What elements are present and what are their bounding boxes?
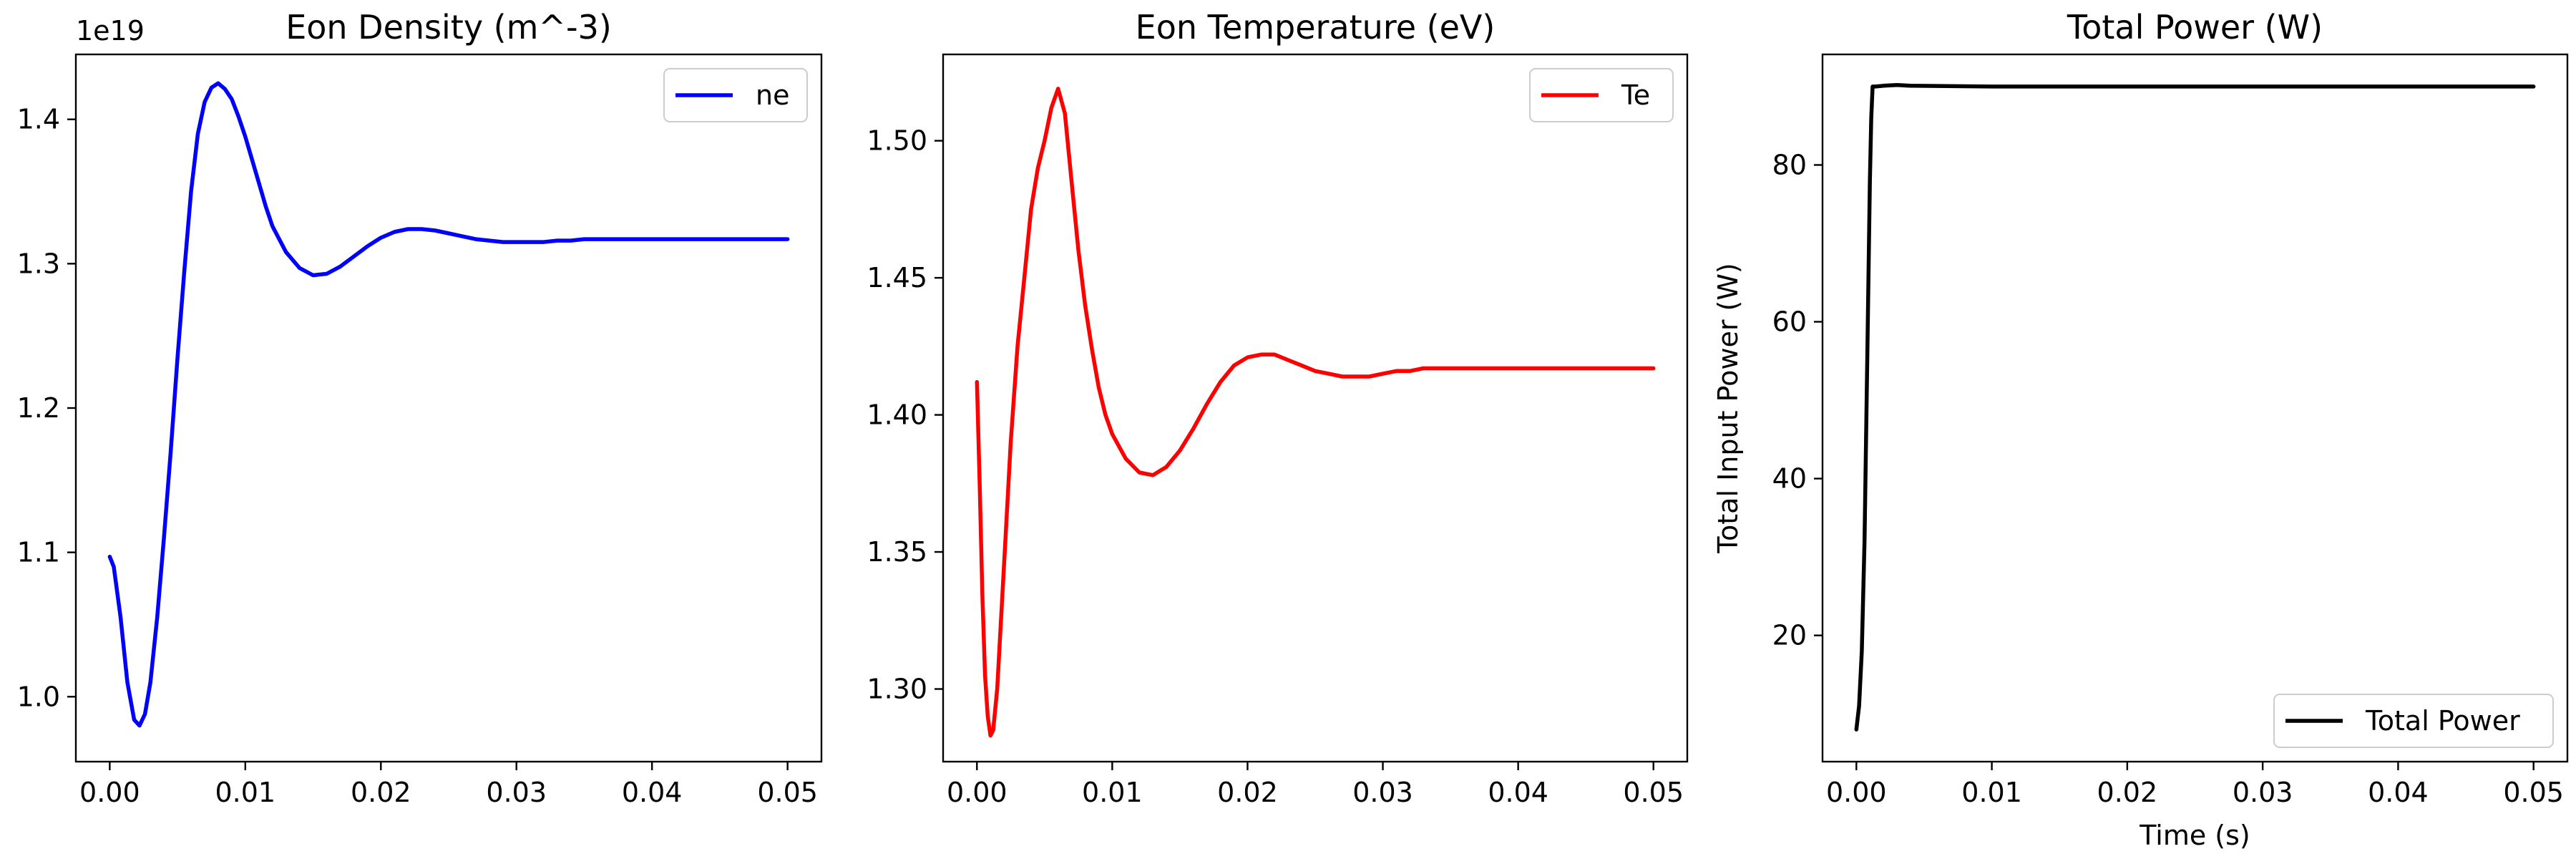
legend: Total Power: [2273, 694, 2554, 748]
series-line: [1854, 82, 2536, 732]
legend: Te: [1529, 68, 1674, 122]
x-tick-label: 0.03: [1352, 777, 1413, 808]
x-tick-label: 0.05: [2503, 777, 2564, 808]
legend-box: [663, 68, 808, 122]
x-tick-label: 0.00: [1826, 777, 1887, 808]
x-tick-label: 0.05: [1623, 777, 1684, 808]
y-tick-label: 1.45: [867, 262, 927, 293]
y-axis-label: Total Input Power (W): [1712, 263, 1744, 554]
y-tick-label: 40: [1772, 463, 1807, 495]
x-tick-label: 0.00: [947, 777, 1008, 808]
series-line: [107, 81, 790, 728]
y-tick-label: 20: [1772, 620, 1807, 651]
x-tick-label: 0.02: [1217, 777, 1278, 808]
temperature-panel: Eon Temperature (eV) Te 0.00 0.01 0.02 0.03…: [867, 8, 1689, 808]
plot-frame: [1821, 53, 2569, 763]
y-tick-label: 1.2: [17, 392, 60, 424]
legend-box: [2273, 694, 2554, 748]
x-tick-label: 0.04: [1488, 777, 1548, 808]
x-tick-label: 0.02: [2097, 777, 2158, 808]
power-panel: Total Power (W) Time (s) Total Input Pow…: [1712, 8, 2569, 851]
x-tick-label: 0.03: [2233, 777, 2293, 808]
y-tick-label: 60: [1772, 306, 1807, 338]
x-tick-label: 0.00: [79, 777, 140, 808]
x-tick-label: 0.01: [1961, 777, 2022, 808]
panel-title: Total Power (W): [2067, 8, 2323, 47]
x-tick-label: 0.02: [351, 777, 411, 808]
y-tick-label: 1.40: [867, 399, 927, 431]
panel-title: Eon Density (m^-3): [286, 8, 612, 47]
x-tick-label: 0.01: [215, 777, 276, 808]
y-tick-label: 80: [1772, 149, 1807, 180]
x-tick-label: 0.04: [2368, 777, 2429, 808]
legend: ne: [663, 68, 808, 122]
x-axis-label: Time (s): [2139, 820, 2250, 851]
x-tick-label: 0.04: [622, 777, 683, 808]
y-tick-label: 1.3: [17, 248, 60, 279]
offset-text: 1e19: [76, 15, 145, 47]
legend-label: Te: [1621, 79, 1650, 111]
series-line: [975, 87, 1656, 738]
panel-title: Eon Temperature (eV): [1136, 8, 1496, 47]
legend-box: [1529, 68, 1674, 122]
y-tick-label: 1.35: [867, 536, 927, 568]
x-tick-label: 0.03: [486, 777, 547, 808]
density-panel: Eon Density (m^-3) 1e19 ne 0.00 0.01 0.02 0…: [17, 8, 823, 808]
plot-frame: [942, 53, 1689, 763]
x-tick-label: 0.05: [757, 777, 818, 808]
y-tick-label: 1.0: [17, 681, 60, 712]
y-tick-label: 1.1: [17, 537, 60, 568]
y-tick-label: 1.4: [17, 104, 60, 135]
y-tick-label: 1.50: [867, 125, 927, 157]
x-tick-label: 0.01: [1082, 777, 1143, 808]
legend-label: Total Power: [2365, 705, 2520, 737]
legend-label: ne: [756, 79, 789, 111]
y-tick-label: 1.30: [867, 674, 927, 705]
